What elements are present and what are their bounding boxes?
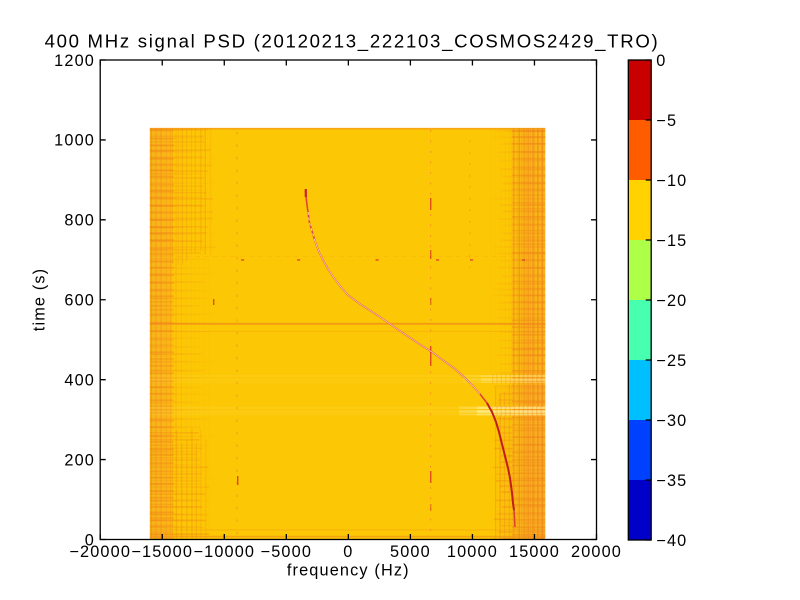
svg-text:−5000: −5000 [261,543,312,561]
svg-text:400 MHz signal PSD (20120213_2: 400 MHz signal PSD (20120213_222103_COSM… [45,30,660,52]
svg-text:20000: 20000 [571,543,622,561]
svg-text:0: 0 [85,531,95,549]
svg-text:frequency (Hz): frequency (Hz) [287,562,410,580]
svg-text:−15000: −15000 [131,543,193,561]
svg-text:15000: 15000 [509,543,560,561]
svg-text:1200: 1200 [54,52,95,70]
svg-text:400: 400 [64,372,95,390]
svg-text:−25: −25 [656,352,687,370]
svg-text:600: 600 [64,292,95,310]
svg-text:−20: −20 [656,292,687,310]
svg-text:0: 0 [343,543,353,561]
svg-text:−40: −40 [656,532,687,550]
svg-text:−30: −30 [656,412,687,430]
svg-text:800: 800 [64,212,95,230]
svg-text:−10: −10 [656,172,687,190]
svg-text:−20000: −20000 [69,543,131,561]
svg-text:time (s): time (s) [31,268,49,331]
svg-text:5000: 5000 [390,543,431,561]
svg-text:10000: 10000 [447,543,498,561]
svg-text:−5: −5 [656,112,677,130]
svg-text:−35: −35 [656,472,687,490]
svg-text:−10000: −10000 [193,543,255,561]
svg-text:−15: −15 [656,232,687,250]
svg-text:200: 200 [64,451,95,469]
svg-text:1000: 1000 [54,132,95,150]
svg-text:0: 0 [656,52,666,70]
